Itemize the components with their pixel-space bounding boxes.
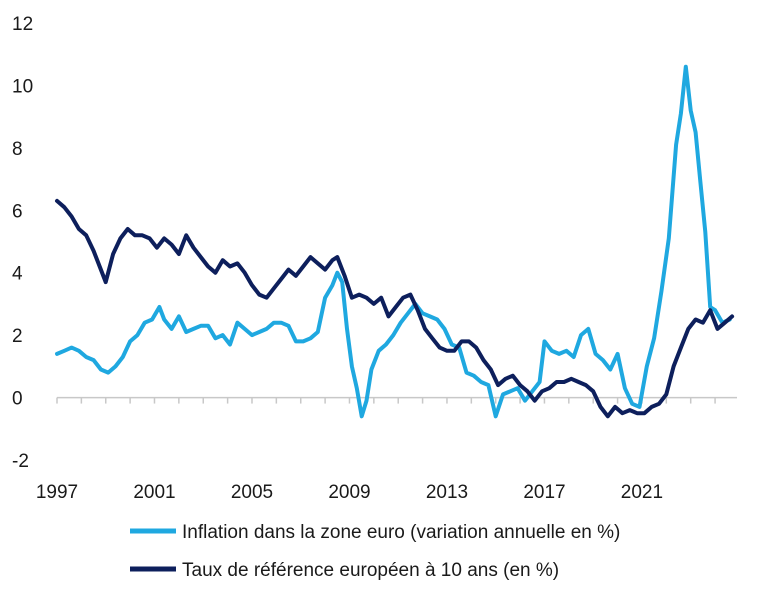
y-tick-label: 10 xyxy=(12,76,33,97)
legend-label-inflation: Inflation dans la zone euro (variation a… xyxy=(182,522,620,543)
x-tick-label: 2005 xyxy=(231,482,273,503)
y-tick-label: 12 xyxy=(12,14,33,35)
x-axis-tick-marks xyxy=(56,397,716,404)
legend-item-bond-rate: Taux de référence européen à 10 ans (en … xyxy=(130,560,559,581)
y-tick-label: -2 xyxy=(12,451,29,472)
legend-item-inflation: Inflation dans la zone euro (variation a… xyxy=(130,522,620,543)
x-tick-label: 2017 xyxy=(523,482,565,503)
x-tick-label: 2001 xyxy=(133,482,175,503)
x-tick-label: 1997 xyxy=(36,482,78,503)
legend: Inflation dans la zone euro (variation a… xyxy=(130,522,620,581)
x-tick-label: 2021 xyxy=(621,482,663,503)
y-axis-ticks: -2 0 2 4 6 8 10 12 xyxy=(12,14,33,472)
series-line-inflation xyxy=(55,64,732,419)
y-tick-label: 6 xyxy=(12,201,23,222)
x-tick-label: 2009 xyxy=(328,482,370,503)
y-tick-label: 0 xyxy=(12,389,23,410)
x-axis-labels: 1997 2001 2005 2009 2013 2017 2021 xyxy=(36,482,663,503)
y-tick-label: 2 xyxy=(12,326,23,347)
series-line-bond-rate xyxy=(55,198,735,419)
y-tick-label: 8 xyxy=(12,139,23,160)
series-lines xyxy=(55,64,735,419)
y-tick-label: 4 xyxy=(12,264,23,285)
legend-label-bond-rate: Taux de référence européen à 10 ans (en … xyxy=(182,560,559,581)
x-tick-label: 2013 xyxy=(426,482,468,503)
